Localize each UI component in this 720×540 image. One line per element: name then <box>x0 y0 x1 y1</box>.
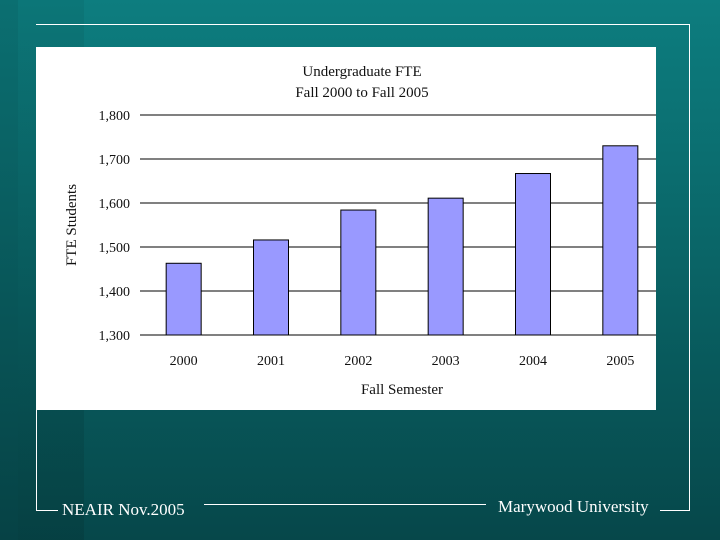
y-tick-label: 1,300 <box>99 329 131 344</box>
frame-top-line <box>36 24 690 25</box>
bar-2002 <box>340 209 377 336</box>
bar-2004 <box>515 173 551 336</box>
x-tick-label: 2000 <box>170 354 198 369</box>
bar-2001 <box>253 239 289 336</box>
bar-2005 <box>602 145 639 336</box>
frame-bottom-line-mid <box>204 504 486 505</box>
y-tick-label: 1,400 <box>99 285 131 300</box>
y-tick-label: 1,700 <box>99 153 131 168</box>
bar-chart: Undergraduate FTE Fall 2000 to Fall 2005… <box>64 64 664 398</box>
x-tick-labels: 2000 2001 2002 2003 2004 2005 <box>170 354 635 369</box>
bars <box>165 145 639 336</box>
frame-bottom-line-right <box>660 510 690 511</box>
chart-panel: Undergraduate FTE Fall 2000 to Fall 2005… <box>36 47 664 410</box>
y-axis-label: FTE Students <box>64 184 80 266</box>
y-tick-label: 1,500 <box>99 241 131 256</box>
x-tick-label: 2003 <box>432 354 460 369</box>
left-decor-strip <box>0 0 18 540</box>
bar-2003 <box>427 197 464 336</box>
x-tick-label: 2005 <box>606 354 634 369</box>
bar-2000 <box>165 262 202 336</box>
x-axis-label: Fall Semester <box>361 382 443 398</box>
gridlines <box>140 114 664 336</box>
chart-subtitle: Fall 2000 to Fall 2005 <box>295 85 428 101</box>
chart-title: Undergraduate FTE <box>302 64 421 80</box>
frame-right-line <box>689 24 690 510</box>
y-tick-label: 1,800 <box>99 109 131 124</box>
x-tick-label: 2002 <box>344 354 372 369</box>
x-tick-label: 2001 <box>257 354 285 369</box>
x-tick-label: 2004 <box>519 354 547 369</box>
y-tick-label: 1,600 <box>99 197 131 212</box>
footer-university-label: Marywood University <box>498 497 649 516</box>
footer-conference-label: NEAIR Nov.2005 <box>62 500 185 519</box>
frame-bottom-line-left <box>36 510 58 511</box>
frame-left-line <box>36 410 37 510</box>
y-tick-labels: 1,300 1,400 1,500 1,600 1,700 1,800 <box>99 109 131 344</box>
